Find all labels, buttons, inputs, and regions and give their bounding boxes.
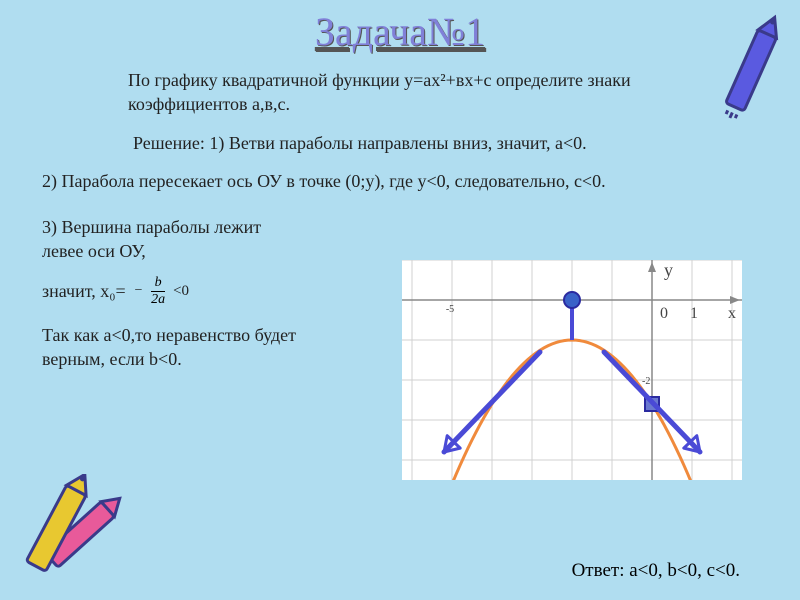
svg-text:0: 0 <box>660 305 668 322</box>
solution-step-2: 2) Парабола пересекает ось ОУ в точке (0… <box>42 169 772 193</box>
solution-step-1: Решение: 1) Ветви параболы направлены вн… <box>133 131 772 155</box>
svg-text:-2: -2 <box>642 376 650 387</box>
svg-text:у: у <box>664 260 673 280</box>
final-reasoning: Так как а<0,то неравенство будет верным,… <box>42 323 352 372</box>
frac-denominator: 2a <box>151 292 165 307</box>
parabola-chart: -5 -2 0 1 x у <box>402 260 742 480</box>
minus-sign: − <box>134 282 143 301</box>
crayon-group-icon <box>2 474 142 594</box>
page-title: Задача№1 <box>0 0 800 55</box>
problem-statement: По графику квадратичной функции у=ах²+вх… <box>128 68 658 117</box>
svg-text:x: x <box>728 305 736 322</box>
crayon-blue-icon <box>704 10 794 140</box>
svg-text:-5: -5 <box>446 304 454 315</box>
frac-numerator: b <box>151 276 165 292</box>
less-than-zero: <0 <box>173 281 189 301</box>
means-x0: значит, х₀= <box>42 279 126 303</box>
fraction: − b 2a <box>134 276 165 307</box>
answer-text: Ответ: a<0, b<0, c<0. <box>572 560 740 582</box>
solution-step-3: 3) Вершина параболы лежит левее оси ОУ, <box>42 215 302 264</box>
svg-text:1: 1 <box>690 305 698 322</box>
